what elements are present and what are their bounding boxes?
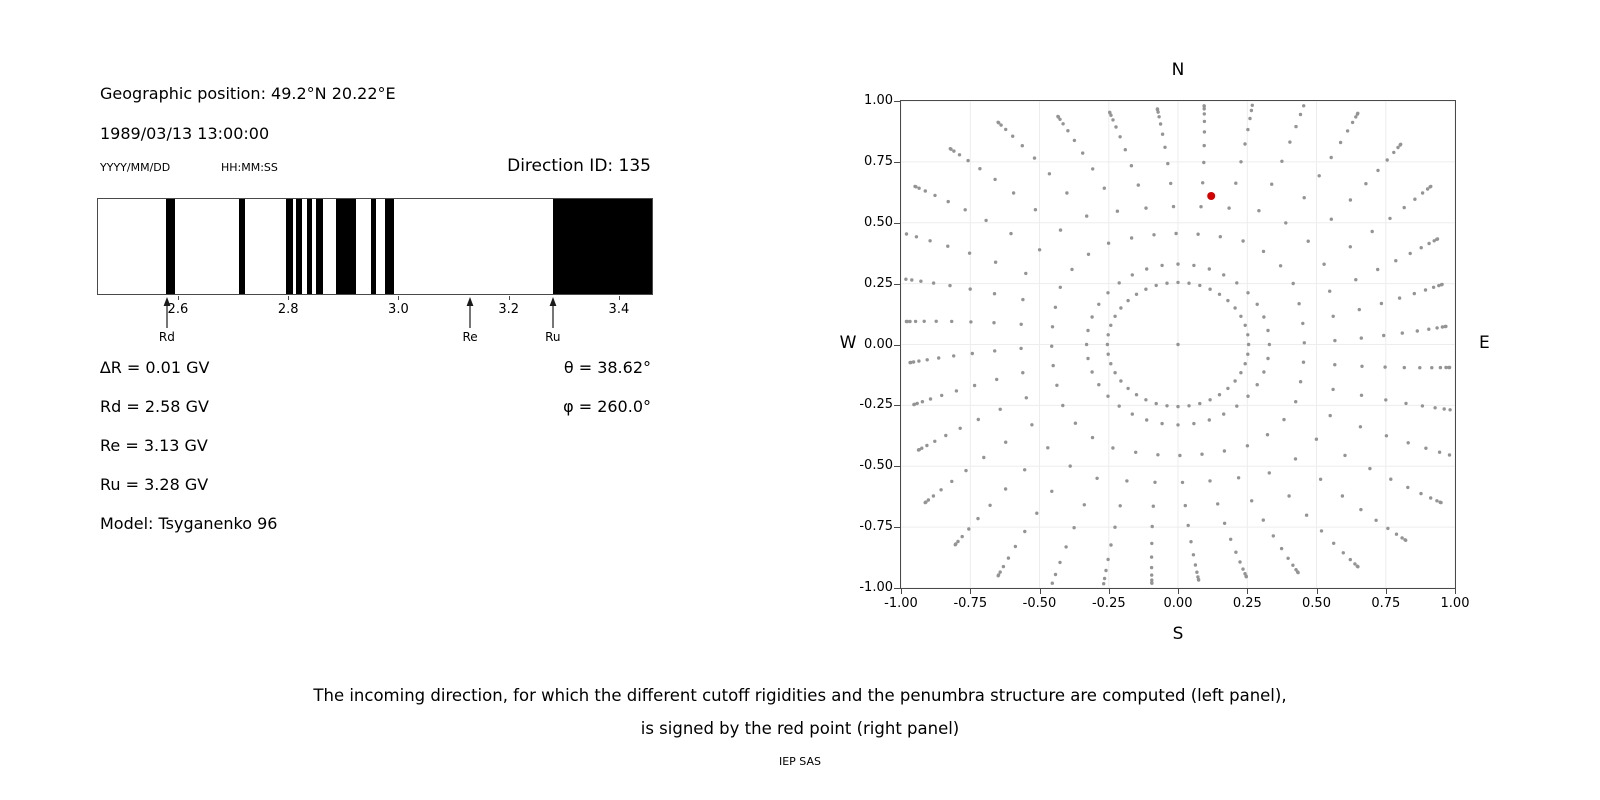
north-label: N <box>1171 60 1185 80</box>
geo-position-label: Geographic position: 49.2°N 20.22°E <box>100 84 396 103</box>
x-tick-label: -0.25 <box>1091 596 1126 611</box>
x-tick-label: 2.6 <box>167 302 189 317</box>
east-label: E <box>1479 332 1490 353</box>
caption-line-2: is signed by the red point (right panel) <box>640 719 960 738</box>
x-tick-mark <box>1316 588 1318 594</box>
y-tick-label: -0.50 <box>859 458 893 474</box>
cutoff-marker-label: Re <box>462 330 478 344</box>
rd-value: Rd = 2.58 GV <box>100 397 209 416</box>
x-tick-label: 0.75 <box>1371 596 1401 611</box>
footer-credit: IEP SAS <box>778 755 822 768</box>
x-tick-mark <box>618 296 620 300</box>
penumbra-band <box>286 199 293 294</box>
y-tick-mark <box>894 101 900 102</box>
x-tick-label: -0.50 <box>1022 596 1057 611</box>
penumbra-band <box>553 199 652 294</box>
y-tick-mark <box>894 405 900 407</box>
x-tick-mark <box>970 588 972 594</box>
date-format-hint: YYYY/MM/DD <box>100 161 171 174</box>
up-arrow-icon <box>549 297 557 328</box>
up-arrow-icon <box>466 297 474 328</box>
x-tick-label: -0.75 <box>953 596 988 611</box>
x-tick-label: 0.00 <box>1163 596 1193 611</box>
cutoff-marker-rd: Rd <box>150 297 184 344</box>
direction-scatter-plot: N S W E -1.00 -1.00 -0.75 -0.75 -0.50 -0.50 -0… <box>840 60 1490 644</box>
direction-angles-list: θ = 38.62° φ = 260.0° <box>97 348 651 426</box>
y-tick-label: 0.75 <box>864 153 893 169</box>
x-tick-label: 3.4 <box>608 302 630 317</box>
penumbra-band <box>384 199 395 294</box>
x-tick-mark <box>508 296 510 300</box>
cutoff-marker-re: Re <box>453 297 487 344</box>
datetime-label: 1989/03/13 13:00:00 <box>100 124 270 143</box>
penumbra-band <box>335 199 357 294</box>
ru-value: Ru = 3.28 GV <box>100 475 209 494</box>
x-tick-mark <box>177 296 179 300</box>
cutoff-info-list: ∆R = 0.01 GV Rd = 2.58 GV Re = 3.13 GV R… <box>100 348 277 543</box>
model-label: Model: Tsyganenko 96 <box>100 514 278 533</box>
penumbra-x-axis: 2.6 2.8 3.0 3.2 3.4 Rd Re Ru <box>98 296 652 386</box>
x-tick-label: 1.00 <box>1440 596 1470 611</box>
south-label: S <box>1172 624 1184 644</box>
x-tick-label: 2.8 <box>277 302 299 317</box>
penumbra-band <box>316 199 324 294</box>
y-tick-mark <box>894 588 900 589</box>
penumbra-band <box>165 199 175 294</box>
cutoff-marker-label: Rd <box>158 330 175 344</box>
up-arrow-icon <box>163 297 171 328</box>
y-tick-label: 0.25 <box>864 275 893 291</box>
penumbra-plot <box>97 198 653 295</box>
y-tick-mark <box>894 283 900 285</box>
y-tick-mark <box>894 161 900 163</box>
x-tick-mark <box>398 296 400 300</box>
y-tick-label: 0.50 <box>864 214 893 230</box>
x-tick-mark <box>1247 588 1249 594</box>
time-format-hint: HH:MM:SS <box>221 161 278 174</box>
y-tick-mark <box>894 222 900 224</box>
theta-value: θ = 38.62° <box>563 358 651 377</box>
x-tick-label: 3.0 <box>388 302 409 317</box>
x-tick-mark <box>1178 588 1179 594</box>
cutoff-marker-ru: Ru <box>536 297 570 344</box>
delta-r-value: ∆R = 0.01 GV <box>100 358 210 377</box>
y-tick-mark <box>894 466 900 468</box>
direction-id-label: Direction ID: 135 <box>507 156 651 176</box>
penumbra-band <box>296 199 303 294</box>
penumbra-band <box>238 199 246 294</box>
y-tick-label: -1.00 <box>859 580 893 595</box>
x-tick-mark <box>1039 588 1041 594</box>
scatter-dots-canvas <box>901 101 1455 588</box>
cutoff-marker-label: Ru <box>545 330 561 344</box>
phi-value: φ = 260.0° <box>563 397 651 416</box>
y-tick-label: -0.25 <box>859 397 893 413</box>
re-value: Re = 3.13 GV <box>100 436 208 455</box>
x-tick-mark <box>288 296 290 300</box>
caption-line-1: The incoming direction, for which the di… <box>313 686 1287 705</box>
y-tick-mark <box>894 527 900 529</box>
y-tick-label: 0.00 <box>864 336 893 352</box>
penumbra-band <box>370 199 377 294</box>
x-tick-label: 0.25 <box>1232 596 1262 611</box>
x-tick-label: 0.50 <box>1302 596 1331 611</box>
x-tick-mark <box>1385 588 1387 594</box>
x-tick-mark <box>1108 588 1110 594</box>
y-tick-label: -0.75 <box>859 519 893 535</box>
penumbra-band <box>306 199 313 294</box>
x-tick-mark <box>1455 588 1456 594</box>
x-tick-label: 3.2 <box>498 302 520 317</box>
x-tick-label: -1.00 <box>884 596 918 611</box>
west-label: W <box>839 332 857 353</box>
y-tick-label: 1.00 <box>864 93 893 108</box>
y-tick-mark <box>894 344 900 346</box>
x-tick-mark <box>901 588 902 594</box>
